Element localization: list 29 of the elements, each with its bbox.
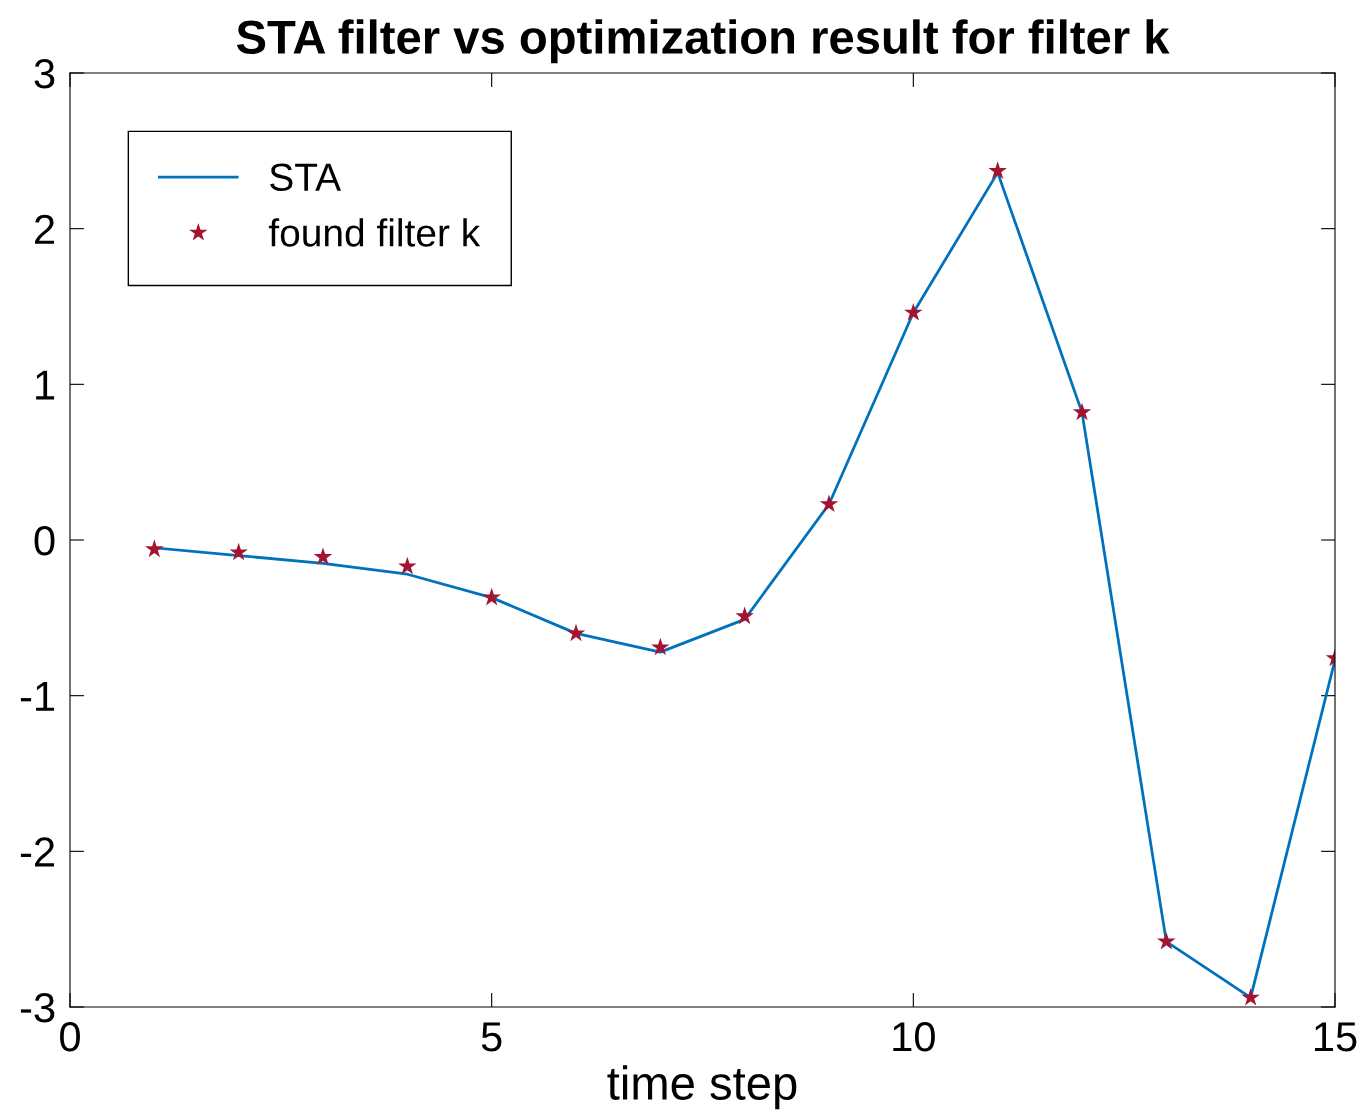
point xyxy=(482,587,501,606)
y-tick-label: -3 xyxy=(20,993,55,1023)
point xyxy=(145,539,164,558)
point xyxy=(988,161,1007,179)
x-tick-label: 10 xyxy=(893,1021,935,1052)
y-tick-label: 2 xyxy=(35,214,55,244)
x-tick-label: 0 xyxy=(60,1021,80,1052)
y-tick-label: 3 xyxy=(34,59,55,89)
point xyxy=(819,494,839,513)
point xyxy=(904,303,923,321)
point xyxy=(566,623,586,642)
chart-title: STA filter vs optimization result for filter k xyxy=(236,19,1170,64)
y-tick-label: 1 xyxy=(36,370,55,400)
legend-label: found filter k xyxy=(268,218,481,247)
point xyxy=(1072,402,1092,421)
x-axis-title: time step xyxy=(607,1065,797,1110)
point xyxy=(735,606,754,625)
point xyxy=(229,542,248,561)
x-tick-label: 5 xyxy=(481,1022,502,1052)
point xyxy=(398,556,417,575)
point xyxy=(1241,987,1260,1006)
y-tick-label: -1 xyxy=(20,682,55,711)
point xyxy=(313,547,333,565)
legend-label: STA xyxy=(270,163,342,192)
x-tick-label: 15 xyxy=(1315,1022,1357,1052)
point xyxy=(651,637,670,656)
point xyxy=(1157,931,1176,950)
y-tick-label: 0 xyxy=(34,526,55,556)
y-tick-label: -2 xyxy=(20,837,55,867)
